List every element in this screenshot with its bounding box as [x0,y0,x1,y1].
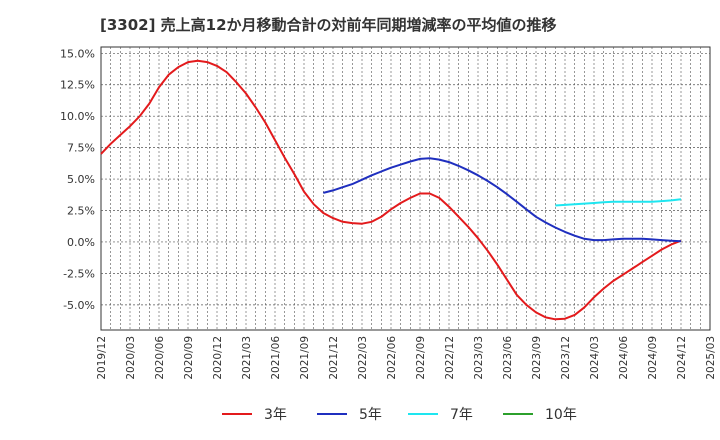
y-tick-label: 12.5% [60,79,95,92]
x-tick-label: 2024/12 [676,336,688,380]
x-tick-label: 2023/12 [560,336,572,380]
legend-label: 5年 [359,407,382,423]
x-tick-label: 2021/09 [299,336,311,380]
x-tick-label: 2023/03 [473,336,485,380]
x-tick-label: 2024/09 [647,336,659,380]
x-tick-label: 2022/12 [444,336,456,380]
y-tick-label: 7.5% [67,142,95,155]
y-tick-label: 15.0% [60,47,95,60]
x-tick-label: 2025/03 [705,336,717,380]
grid [100,46,711,331]
x-tick-label: 2023/09 [531,336,543,380]
x-tick-label: 2020/12 [212,336,224,380]
axes: 15.0% 12.5% 10.0% 7.5% 5.0% 2.5% 0.0% -2.5% -5.0… [60,47,717,379]
x-tick-label: 2021/03 [241,336,253,380]
legend-label: 7年 [450,407,473,423]
x-tick-label: 2019/12 [96,336,108,380]
x-tick-label: 2024/03 [589,336,601,380]
x-tick-label: 2020/03 [125,336,137,380]
legend-label: 10年 [545,407,577,423]
series-line-7年 [555,198,682,207]
y-tick-label: 10.0% [60,110,95,123]
x-tick-label: 2020/06 [154,336,166,380]
x-tick-label: 2022/03 [357,336,369,380]
x-tick-label: 2024/06 [618,336,630,380]
y-tick-label: -2.5% [63,267,95,280]
x-tick-label: 2022/09 [415,336,427,380]
x-tick-label: 2021/12 [328,336,340,380]
legend-label: 3年 [264,407,287,423]
series [100,59,682,321]
x-tick-label: 2021/06 [270,336,282,380]
y-tick-label: -5.0% [63,299,95,312]
series-line-3年 [100,59,682,321]
y-tick-label: 2.5% [67,205,95,218]
x-tick-label: 2020/09 [183,336,195,380]
x-tick-label: 2022/06 [386,336,398,380]
chart-title: [3302] 売上高12か月移動合計の対前年同期増減率の平均値の推移 [100,16,557,34]
x-tick-label: 2023/06 [502,336,514,380]
plot-area [100,46,711,331]
y-tick-label: 0.0% [67,236,95,249]
legend: 3年 5年 7年 10年 [222,407,577,423]
y-tick-label: 5.0% [67,173,95,186]
series-line-5年 [323,157,682,243]
